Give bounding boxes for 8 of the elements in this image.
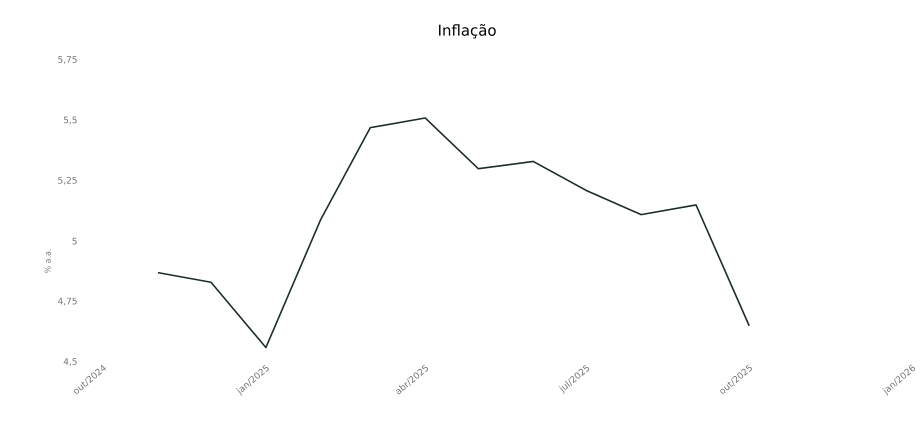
y-tick-label: 5,5 bbox=[64, 116, 77, 124]
y-tick-label: 4,75 bbox=[58, 298, 77, 306]
y-tick-label: 5,75 bbox=[58, 56, 77, 64]
y-tick-label: 4,5 bbox=[64, 358, 77, 366]
line-series bbox=[157, 117, 750, 348]
y-tick-label: 5 bbox=[72, 238, 77, 245]
y-tick-label: 5,25 bbox=[58, 176, 77, 185]
chart-title: Inflação bbox=[439, 24, 496, 38]
